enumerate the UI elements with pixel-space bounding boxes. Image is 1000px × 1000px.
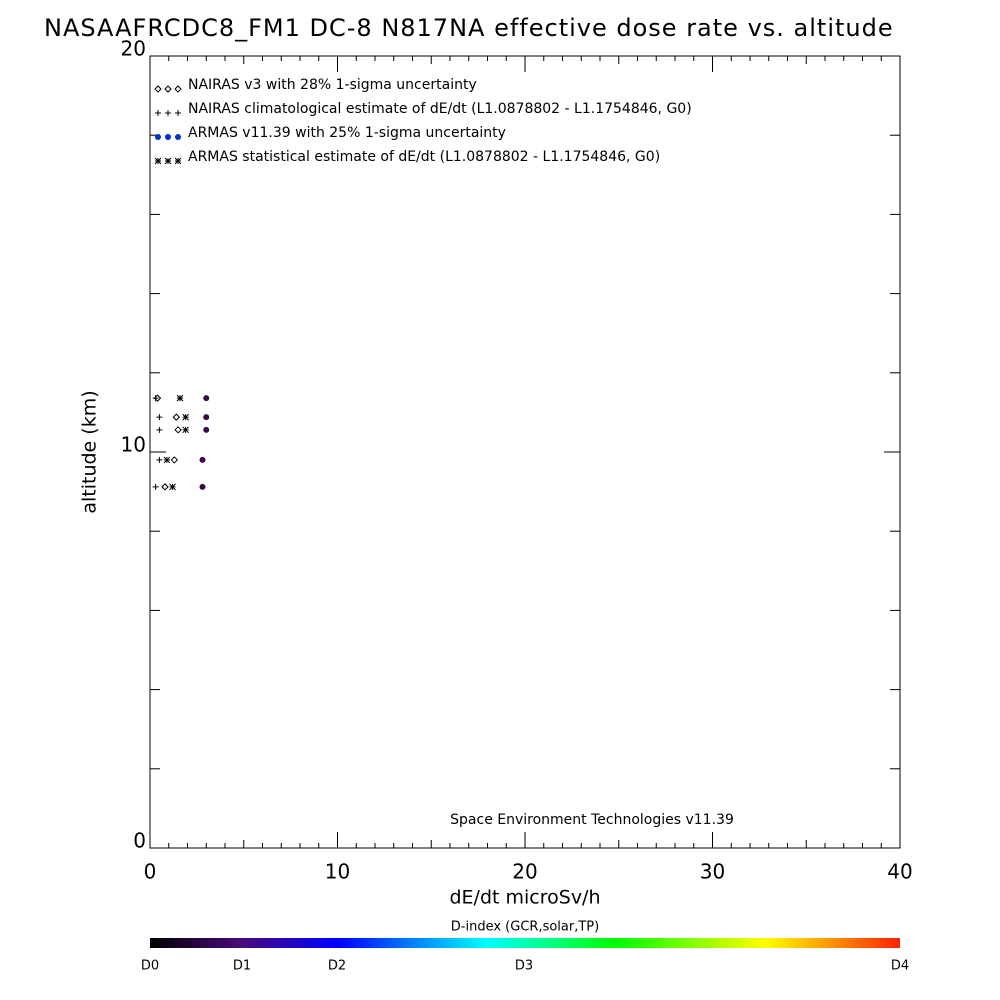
data-point [203, 414, 210, 421]
colorbar-title: D-index (GCR,solar,TP) [451, 920, 599, 935]
legend-symbol [174, 157, 182, 165]
data-point [176, 394, 184, 402]
data-point [182, 413, 189, 421]
data-point [163, 456, 171, 464]
legend-symbol [164, 85, 172, 93]
y-axis-label: altitude (km) [79, 390, 101, 513]
legend-symbol [175, 134, 181, 140]
data-point [182, 426, 189, 434]
legend-symbol [164, 157, 172, 165]
data-point [156, 456, 163, 463]
data-point [203, 426, 210, 433]
data-point [170, 456, 179, 464]
data-point [156, 414, 163, 421]
data-point [203, 395, 210, 402]
y-tick-label: 10 [121, 433, 146, 457]
plot-frame [149, 55, 901, 849]
colorbar [150, 938, 900, 948]
x-tick-label: 20 [512, 860, 537, 884]
colorbar-label: D1 [233, 959, 251, 974]
x-tick-label: 40 [887, 860, 912, 884]
data-point [199, 483, 206, 490]
x-tick-label: 30 [700, 860, 725, 884]
legend-symbol [174, 85, 182, 93]
legend-label: ARMAS statistical estimate of dE/dt (L1.… [188, 149, 660, 165]
legend-symbol [175, 110, 181, 116]
data-point [156, 426, 163, 433]
x-tick-label: 0 [144, 860, 157, 884]
data-point [199, 456, 206, 463]
colorbar-label: D3 [515, 959, 533, 974]
legend-label: NAIRAS climatological estimate of dE/dt … [188, 101, 692, 117]
data-point [161, 483, 169, 491]
x-axis-label: dE/dt microSv/h [449, 887, 600, 909]
legend-symbol [165, 134, 171, 140]
y-tick-label: 0 [133, 829, 146, 853]
legend-symbol [155, 110, 161, 116]
legend-symbol [154, 157, 162, 165]
data-point [172, 413, 180, 421]
colorbar-label: D2 [328, 959, 346, 974]
colorbar-label: D4 [891, 959, 909, 974]
legend-symbol [155, 134, 161, 140]
annotation: Space Environment Technologies v11.39 [450, 812, 734, 828]
chart-title: NASAAFRCDC8_FM1 DC-8 N817NA effective do… [44, 14, 894, 42]
legend-symbol [165, 110, 171, 116]
data-point [152, 483, 159, 490]
y-tick-label: 20 [121, 37, 146, 61]
x-tick-label: 10 [325, 860, 350, 884]
legend-label: NAIRAS v3 with 28% 1-sigma uncertainty [188, 77, 477, 93]
data-point [152, 395, 159, 402]
colorbar-label: D0 [141, 959, 159, 974]
data-point [169, 483, 176, 491]
legend-symbol [154, 85, 162, 93]
data-point [174, 426, 182, 434]
legend-label: ARMAS v11.39 with 25% 1-sigma uncertaint… [188, 125, 506, 141]
